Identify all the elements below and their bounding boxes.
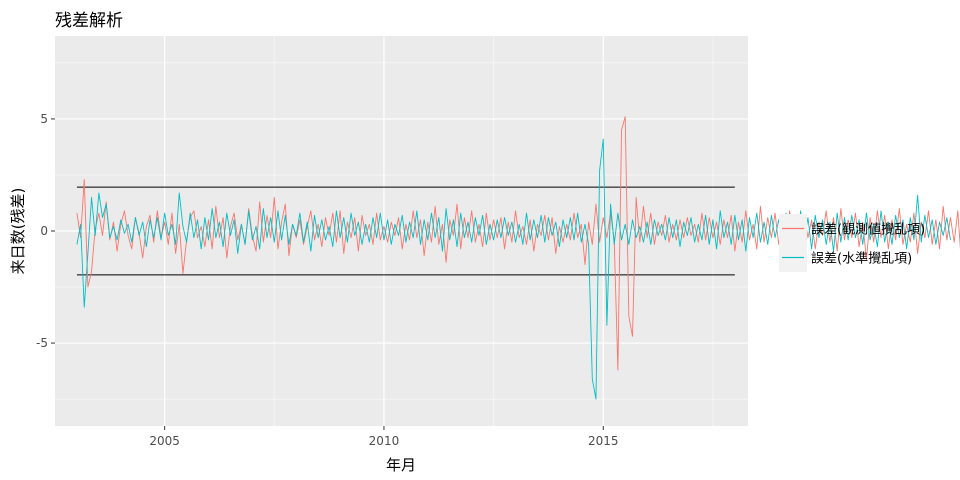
x-tick-label: 2005 xyxy=(149,434,180,448)
legend-label: 誤差(観測値攪乱項) xyxy=(811,222,925,238)
y-tick-label: -5 xyxy=(36,336,48,350)
y-tick-label: 0 xyxy=(40,224,48,238)
x-tick-label: 2010 xyxy=(369,434,400,448)
y-axis-title: 来日数(残差) xyxy=(9,188,27,275)
y-tick-label: 5 xyxy=(40,112,48,126)
y-axis: -5 0 5 xyxy=(36,112,55,350)
reference-lines xyxy=(76,186,735,276)
legend: 誤差(観測値攪乱項) 誤差(水準攪乱項) xyxy=(779,214,925,272)
x-axis-title: 年月 xyxy=(386,456,416,474)
x-tick-label: 2015 xyxy=(588,434,619,448)
legend-label: 誤差(水準攪乱項) xyxy=(811,251,912,267)
x-axis: 2005 2010 2015 xyxy=(149,426,619,448)
grid-lines xyxy=(55,36,748,426)
chart-title: 残差解析 xyxy=(55,11,123,31)
